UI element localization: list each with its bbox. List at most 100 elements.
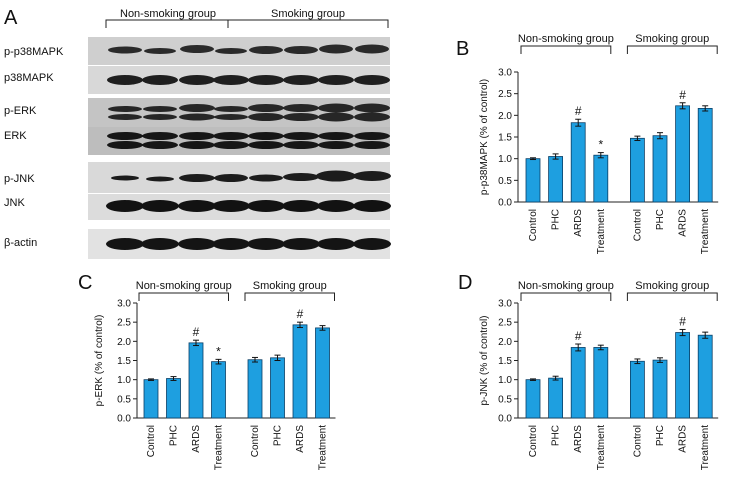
blot-bands-beta-actin	[106, 238, 391, 250]
y-axis-title: p-JNK (% of control)	[479, 315, 490, 405]
blot-label-p-erk: p-ERK	[4, 105, 37, 117]
x-tick-label: Control	[528, 425, 539, 457]
blot-label-beta-actin: β-actin	[4, 237, 37, 249]
y-axis-title: p-ERK (% of control)	[94, 315, 105, 407]
x-tick-label: PHC	[169, 425, 180, 446]
panel-b-chart: B 0.0 0.5 1.0 1.5 2.0 2.5 3.0 p-p38MAPK (% of co…	[456, 33, 719, 254]
y-tick-label: 3.0	[117, 299, 131, 310]
x-tick-label: PHC	[655, 425, 666, 446]
x-tick-label: ARDS	[191, 425, 202, 453]
x-tick-label: Treatment	[700, 209, 711, 254]
x-tick-label: Treatment	[318, 425, 329, 470]
bar	[315, 327, 330, 419]
significance-mark: #	[679, 88, 686, 102]
y-tick-label: 2.5	[498, 318, 512, 329]
y-tick-label: 2.5	[117, 318, 131, 329]
x-tick-label: PHC	[655, 209, 666, 230]
y-tick-label: 0.5	[498, 176, 512, 187]
bar	[652, 359, 668, 419]
group-label: Smoking group	[253, 280, 327, 292]
group-bracket	[626, 292, 718, 301]
panel-letter-a: A	[4, 7, 18, 29]
bar	[247, 359, 263, 419]
group-bracket	[626, 45, 718, 54]
significance-mark: #	[679, 314, 686, 328]
group-label: Non-smoking group	[518, 280, 614, 292]
significance-mark: *	[216, 344, 221, 358]
y-tick-label: 0.5	[117, 394, 131, 405]
x-tick-label: PHC	[273, 425, 284, 446]
group-label: Smoking group	[635, 280, 709, 292]
x-tick-label: ARDS	[678, 209, 689, 237]
blot-strip-p-erk	[88, 98, 390, 127]
bar	[593, 154, 609, 203]
y-tick-label: 0.0	[498, 198, 512, 209]
blot-label-p-jnk: p-JNK	[4, 173, 35, 185]
blot-label-erk: ERK	[4, 130, 27, 142]
significance-mark: #	[193, 325, 200, 339]
panel-c-chart: C 0.0 0.5 1.0 1.5 2.0 2.5 3.0 p-ERK (% of contro…	[78, 272, 336, 470]
y-tick-label: 2.0	[498, 337, 512, 348]
bar	[525, 379, 541, 419]
group-bracket	[244, 292, 335, 301]
blot-bracket-nonsmoking	[105, 19, 229, 28]
blot-group-label-nonsmoking: Non-smoking group	[120, 8, 216, 20]
x-tick-label: Treatment	[596, 209, 607, 254]
group-bracket	[520, 45, 612, 54]
x-tick-label: PHC	[551, 209, 562, 230]
x-tick-label: Control	[146, 425, 157, 457]
x-tick-label: Control	[632, 425, 643, 457]
x-tick-label: Control	[528, 209, 539, 241]
y-tick-label: 2.0	[498, 111, 512, 122]
bar	[166, 378, 181, 419]
panel-letter-b: B	[456, 38, 469, 60]
blot-bands-erk	[107, 132, 390, 149]
bar	[525, 158, 541, 203]
bar	[630, 137, 645, 203]
y-tick-label: 1.5	[498, 356, 512, 367]
group-label: Smoking group	[635, 33, 709, 45]
x-tick-label: ARDS	[573, 425, 584, 453]
group-bracket	[138, 292, 229, 301]
bar	[548, 377, 563, 419]
y-tick-label: 0.5	[498, 394, 512, 405]
group-label: Non-smoking group	[136, 280, 232, 292]
significance-mark: #	[297, 307, 304, 321]
bar	[570, 347, 586, 419]
blot-label-p38mapk: p38MAPK	[4, 72, 54, 84]
bar	[270, 357, 285, 419]
x-tick-label: PHC	[551, 425, 562, 446]
bar	[652, 135, 668, 203]
blot-label-p-p38mapk: p-p38MAPK	[4, 46, 64, 58]
y-tick-label: 1.0	[117, 375, 131, 386]
bar	[675, 105, 690, 203]
significance-mark: #	[575, 104, 582, 118]
y-axis-title: p-p38MAPK (% of control)	[479, 79, 490, 195]
bar	[593, 347, 609, 419]
blot-bands-p-erk	[108, 103, 390, 122]
blot-strip-erk	[88, 127, 390, 155]
y-tick-label: 2.0	[117, 337, 131, 348]
x-tick-label: ARDS	[678, 425, 689, 453]
y-tick-label: 1.0	[498, 375, 512, 386]
significance-mark: #	[575, 329, 582, 343]
bar	[697, 108, 713, 203]
blot-bands-p-jnk	[111, 170, 391, 182]
x-tick-label: Control	[632, 209, 643, 241]
blot-group-label-smoking: Smoking group	[271, 8, 345, 20]
panel-letter-c: C	[78, 272, 92, 294]
panel-d-chart: D 0.0 0.5 1.0 1.5 2.0 2.5 3.0 p-JNK (% of contro…	[458, 272, 719, 470]
y-tick-label: 3.0	[498, 68, 512, 79]
bar	[292, 324, 308, 419]
y-tick-label: 1.5	[498, 133, 512, 144]
x-tick-label: Control	[250, 425, 261, 457]
y-tick-label: 0.0	[498, 414, 512, 425]
bar	[697, 334, 713, 419]
significance-mark: *	[598, 138, 603, 152]
bar	[570, 122, 586, 203]
panel-letter-d: D	[458, 272, 472, 294]
panel-a: A Non-smoking group Smoking group p-p38M…	[4, 7, 391, 259]
bar	[211, 361, 226, 419]
y-tick-label: 2.5	[498, 89, 512, 100]
